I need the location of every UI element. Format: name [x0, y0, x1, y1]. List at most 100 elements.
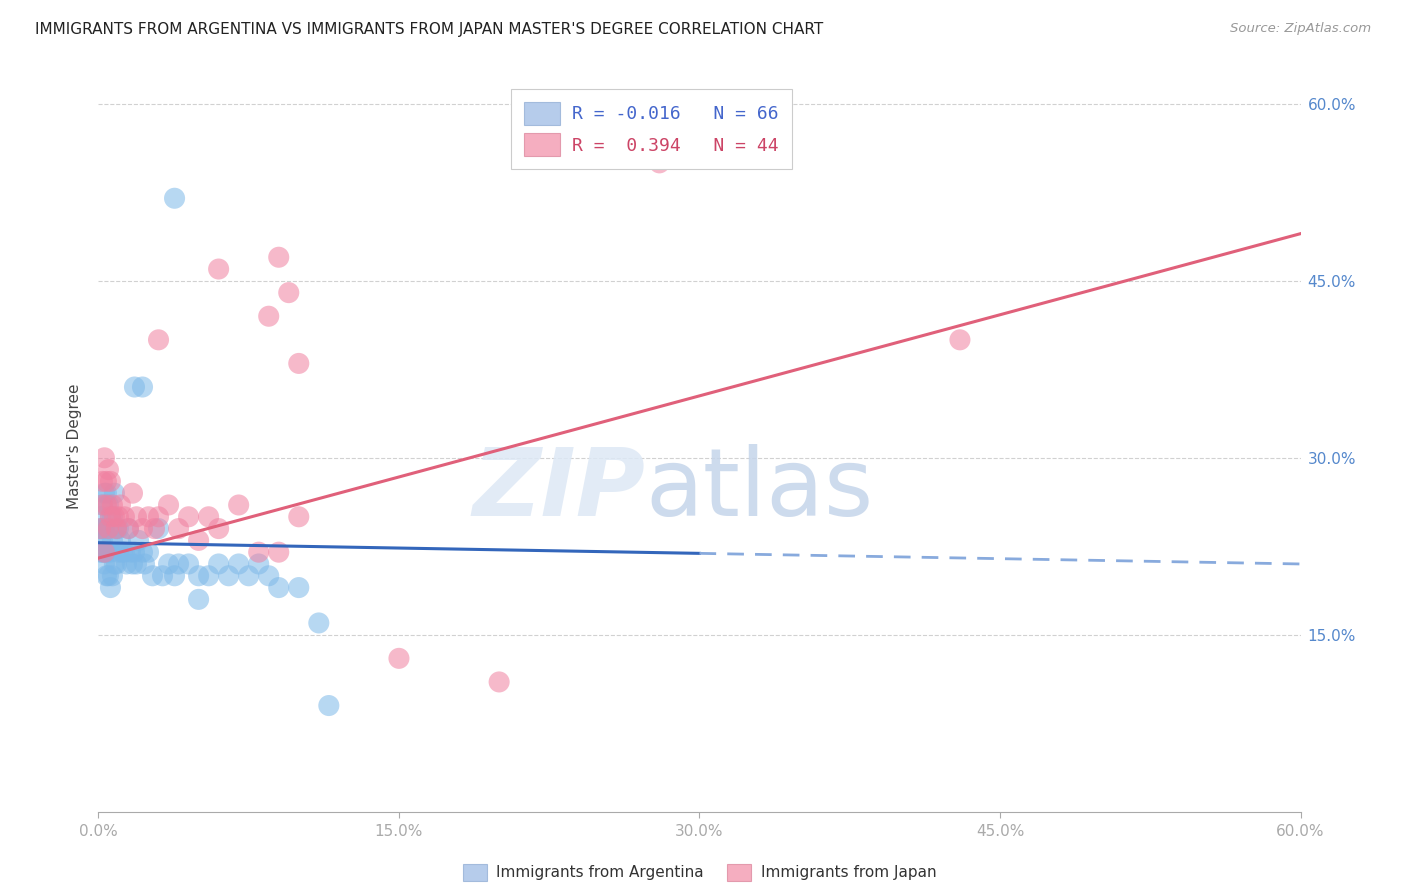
- Point: [288, 581, 311, 595]
- Text: Source: ZipAtlas.com: Source: ZipAtlas.com: [1230, 22, 1371, 36]
- Point: [93, 522, 115, 536]
- Text: ZIP: ZIP: [472, 444, 645, 536]
- Legend: Immigrants from Argentina, Immigrants from Japan: Immigrants from Argentina, Immigrants fr…: [456, 856, 943, 888]
- Point: [163, 191, 186, 205]
- Point: [91, 475, 114, 489]
- Point: [197, 568, 219, 582]
- Point: [187, 533, 209, 548]
- Point: [267, 581, 290, 595]
- Point: [91, 498, 114, 512]
- Point: [177, 509, 200, 524]
- Point: [91, 522, 114, 536]
- Point: [187, 568, 209, 582]
- Point: [100, 581, 122, 595]
- Point: [117, 522, 139, 536]
- Point: [148, 333, 170, 347]
- Point: [100, 545, 122, 559]
- Point: [114, 545, 136, 559]
- Point: [100, 509, 122, 524]
- Point: [97, 522, 120, 536]
- Point: [228, 557, 250, 571]
- Point: [105, 557, 128, 571]
- Point: [277, 285, 299, 300]
- Point: [488, 675, 510, 690]
- Point: [93, 545, 115, 559]
- Point: [110, 533, 132, 548]
- Point: [267, 250, 290, 264]
- Point: [949, 333, 972, 347]
- Point: [110, 498, 132, 512]
- Point: [125, 509, 148, 524]
- Point: [97, 568, 120, 582]
- Point: [131, 522, 153, 536]
- Point: [105, 522, 128, 536]
- Point: [131, 380, 153, 394]
- Point: [177, 557, 200, 571]
- Point: [208, 262, 231, 277]
- Y-axis label: Master's Degree: Master's Degree: [67, 384, 83, 508]
- Point: [138, 545, 160, 559]
- Point: [167, 557, 190, 571]
- Point: [107, 509, 129, 524]
- Point: [128, 533, 150, 548]
- Point: [89, 509, 111, 524]
- Point: [124, 380, 146, 394]
- Point: [89, 533, 111, 548]
- Point: [267, 545, 290, 559]
- Point: [93, 450, 115, 465]
- Point: [89, 522, 111, 536]
- Point: [257, 310, 280, 324]
- Point: [648, 156, 671, 170]
- Point: [187, 592, 209, 607]
- Point: [208, 557, 231, 571]
- Point: [96, 545, 118, 559]
- Point: [96, 486, 118, 500]
- Point: [107, 522, 129, 536]
- Point: [100, 475, 122, 489]
- Point: [138, 509, 160, 524]
- Point: [238, 568, 260, 582]
- Point: [103, 509, 125, 524]
- Point: [103, 557, 125, 571]
- Point: [308, 615, 330, 630]
- Point: [89, 522, 111, 536]
- Point: [124, 545, 146, 559]
- Point: [148, 509, 170, 524]
- Point: [114, 509, 136, 524]
- Point: [101, 498, 124, 512]
- Point: [101, 533, 124, 548]
- Point: [115, 557, 138, 571]
- Point: [91, 498, 114, 512]
- Point: [100, 509, 122, 524]
- Point: [157, 498, 180, 512]
- Point: [93, 557, 115, 571]
- Point: [152, 568, 174, 582]
- Point: [247, 545, 270, 559]
- Point: [97, 462, 120, 476]
- Point: [96, 498, 118, 512]
- Point: [97, 498, 120, 512]
- Point: [93, 486, 115, 500]
- Point: [97, 522, 120, 536]
- Point: [125, 557, 148, 571]
- Point: [101, 509, 124, 524]
- Point: [96, 568, 118, 582]
- Point: [288, 356, 311, 370]
- Point: [288, 509, 311, 524]
- Point: [107, 545, 129, 559]
- Point: [89, 545, 111, 559]
- Point: [141, 568, 163, 582]
- Point: [117, 522, 139, 536]
- Point: [91, 545, 114, 559]
- Point: [121, 486, 143, 500]
- Text: IMMIGRANTS FROM ARGENTINA VS IMMIGRANTS FROM JAPAN MASTER'S DEGREE CORRELATION C: IMMIGRANTS FROM ARGENTINA VS IMMIGRANTS …: [35, 22, 824, 37]
- Point: [247, 557, 270, 571]
- Point: [257, 568, 280, 582]
- Point: [197, 509, 219, 524]
- Point: [167, 522, 190, 536]
- Point: [143, 522, 166, 536]
- Point: [93, 545, 115, 559]
- Point: [131, 545, 153, 559]
- Point: [120, 545, 142, 559]
- Point: [163, 568, 186, 582]
